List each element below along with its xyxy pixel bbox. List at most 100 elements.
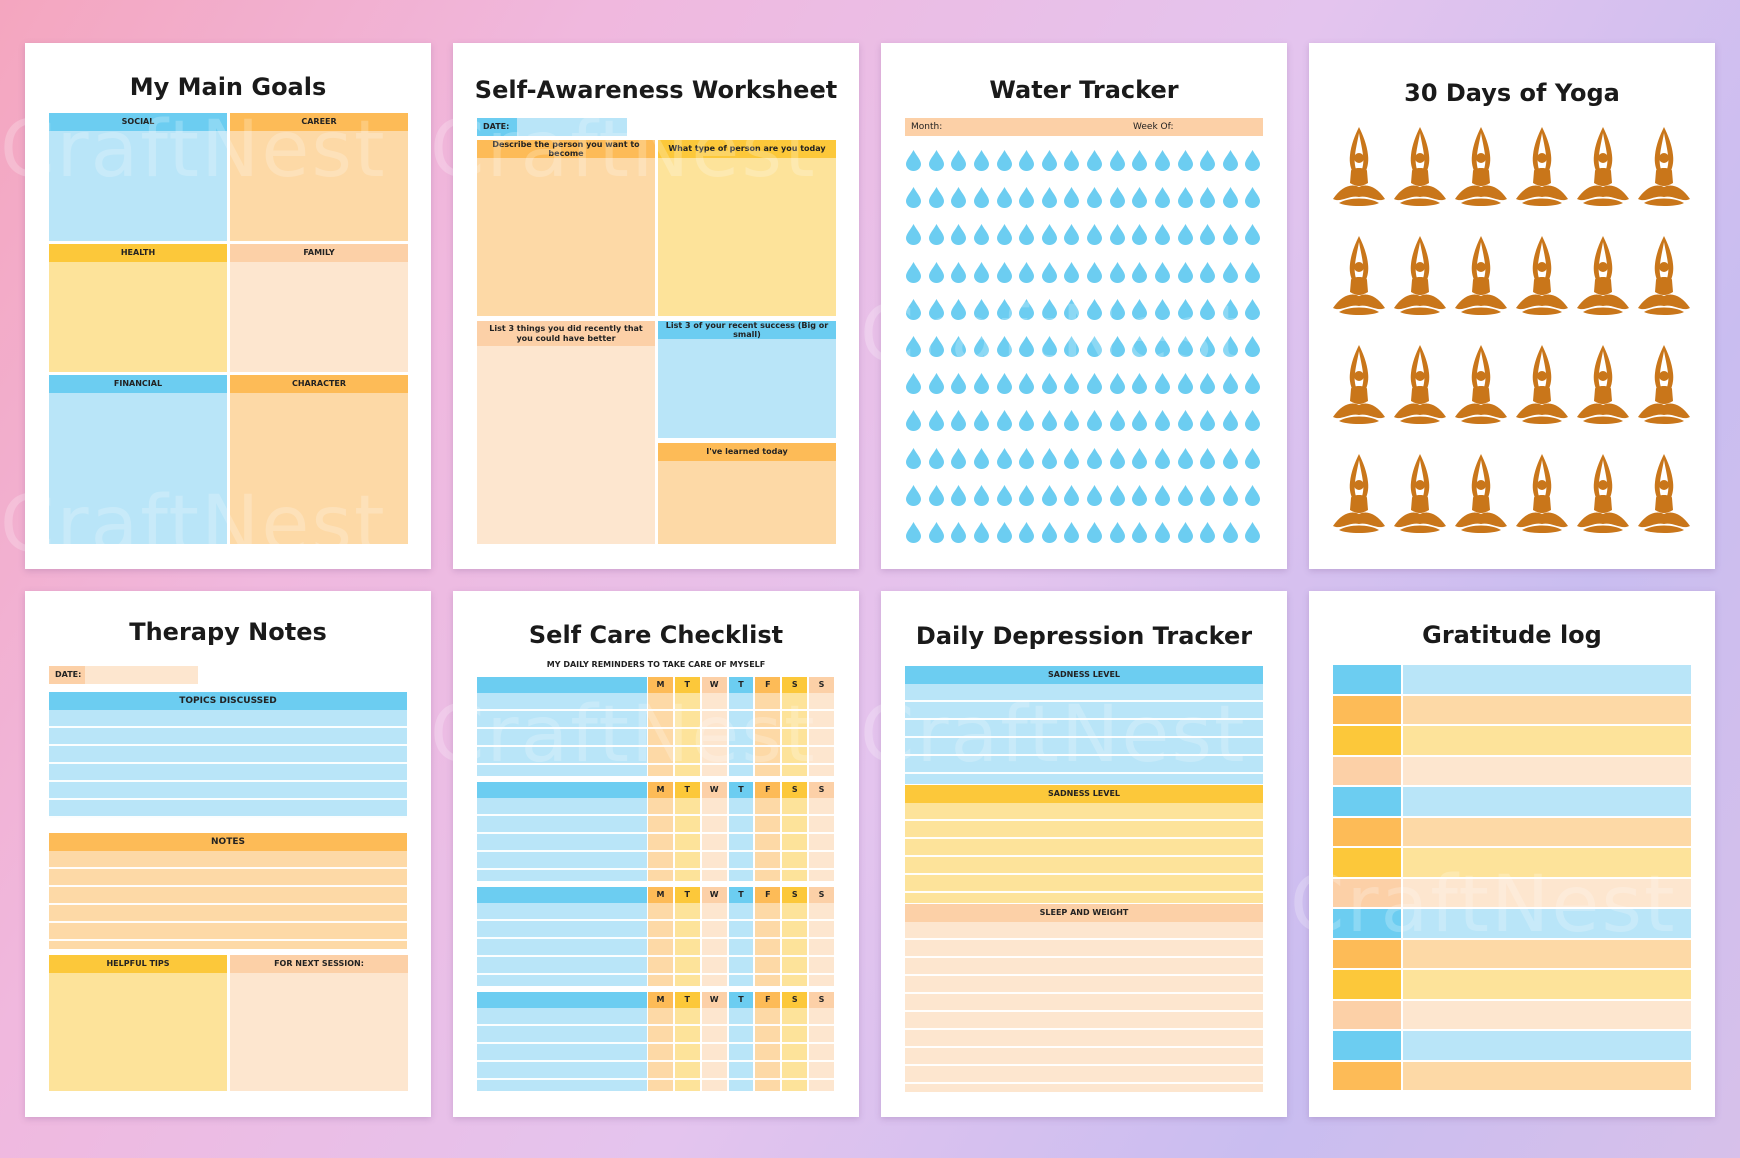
- water-drop-icon[interactable]: [1041, 298, 1058, 320]
- next-session-box[interactable]: [230, 973, 408, 1091]
- water-drop-icon[interactable]: [1109, 149, 1126, 171]
- water-drop-icon[interactable]: [1199, 521, 1216, 543]
- water-drop-icon[interactable]: [950, 335, 967, 357]
- yoga-pose-icon[interactable]: [1453, 343, 1509, 425]
- gratitude-row-field[interactable]: [1403, 665, 1691, 694]
- yoga-pose-icon[interactable]: [1636, 125, 1692, 207]
- gratitude-row-field[interactable]: [1403, 695, 1691, 724]
- checklist-day-column[interactable]: [728, 693, 754, 776]
- water-drop-icon[interactable]: [1177, 298, 1194, 320]
- yoga-pose-icon[interactable]: [1514, 343, 1570, 425]
- water-drop-icon[interactable]: [996, 261, 1013, 283]
- water-drop-icon[interactable]: [928, 186, 945, 209]
- checklist-day-column[interactable]: [728, 903, 754, 986]
- checklist-day-column[interactable]: [755, 798, 781, 881]
- water-drop-icon[interactable]: [996, 409, 1013, 432]
- water-drop-icon[interactable]: [996, 372, 1013, 395]
- gratitude-row-field[interactable]: [1403, 787, 1691, 816]
- water-drop-icon[interactable]: [1131, 149, 1148, 171]
- water-drop-icon[interactable]: [1199, 261, 1216, 283]
- checklist-day-column[interactable]: [782, 693, 808, 776]
- water-drop-icon[interactable]: [1041, 335, 1058, 357]
- water-drop-icon[interactable]: [1041, 409, 1058, 432]
- water-drop-icon[interactable]: [1177, 409, 1194, 432]
- water-drop-icon[interactable]: [1063, 186, 1080, 209]
- page-yoga[interactable]: 30 Days of Yoga: [1309, 43, 1715, 569]
- water-drop-grid[interactable]: [903, 149, 1265, 543]
- water-drop-icon[interactable]: [928, 261, 945, 283]
- water-drop-icon[interactable]: [1244, 186, 1261, 209]
- water-drop-icon[interactable]: [1086, 409, 1103, 432]
- water-drop-icon[interactable]: [1109, 298, 1126, 320]
- water-drop-icon[interactable]: [1109, 409, 1126, 432]
- yoga-pose-icon[interactable]: [1331, 234, 1387, 316]
- water-drop-icon[interactable]: [905, 409, 922, 432]
- water-drop-icon[interactable]: [1041, 223, 1058, 246]
- water-drop-icon[interactable]: [1177, 484, 1194, 506]
- water-drop-icon[interactable]: [1244, 372, 1261, 395]
- water-drop-icon[interactable]: [1063, 261, 1080, 283]
- water-drop-icon[interactable]: [1018, 447, 1035, 469]
- water-drop-icon[interactable]: [905, 298, 922, 320]
- water-drop-icon[interactable]: [996, 521, 1013, 543]
- water-drop-icon[interactable]: [1154, 409, 1171, 432]
- water-drop-icon[interactable]: [1063, 335, 1080, 357]
- water-drop-icon[interactable]: [996, 298, 1013, 320]
- water-drop-icon[interactable]: [996, 447, 1013, 469]
- sadness-level-lines[interactable]: [905, 684, 1263, 784]
- water-drop-icon[interactable]: [1154, 149, 1171, 171]
- water-drop-icon[interactable]: [905, 335, 922, 357]
- water-drop-icon[interactable]: [1199, 484, 1216, 506]
- yoga-pose-icon[interactable]: [1636, 343, 1692, 425]
- water-drop-icon[interactable]: [1063, 521, 1080, 543]
- checklist-day-column[interactable]: [648, 1008, 673, 1091]
- water-drop-icon[interactable]: [1109, 447, 1126, 469]
- water-drop-icon[interactable]: [1177, 447, 1194, 469]
- page-self-awareness[interactable]: Self-Awareness Worksheet DATE: Describe …: [453, 43, 859, 569]
- yoga-pose-icon[interactable]: [1575, 125, 1631, 207]
- water-drop-icon[interactable]: [1063, 409, 1080, 432]
- water-drop-icon[interactable]: [928, 409, 945, 432]
- gratitude-row-field[interactable]: [1403, 817, 1691, 846]
- water-drop-icon[interactable]: [950, 223, 967, 246]
- water-drop-icon[interactable]: [1018, 223, 1035, 246]
- gratitude-row-field[interactable]: [1403, 756, 1691, 785]
- water-drop-icon[interactable]: [1086, 521, 1103, 543]
- water-drop-icon[interactable]: [950, 186, 967, 209]
- water-drop-icon[interactable]: [1154, 484, 1171, 506]
- yoga-pose-icon[interactable]: [1392, 234, 1448, 316]
- gratitude-row-field[interactable]: [1403, 878, 1691, 907]
- water-drop-icon[interactable]: [1041, 149, 1058, 171]
- water-drop-icon[interactable]: [1018, 484, 1035, 506]
- water-drop-icon[interactable]: [1222, 447, 1239, 469]
- page-depression-tracker[interactable]: Daily Depression Tracker SADNESS LEVEL S…: [881, 591, 1287, 1117]
- water-drop-icon[interactable]: [1199, 447, 1216, 469]
- water-drop-icon[interactable]: [1041, 521, 1058, 543]
- water-drop-icon[interactable]: [905, 149, 922, 171]
- water-drop-icon[interactable]: [996, 149, 1013, 171]
- water-drop-icon[interactable]: [1109, 521, 1126, 543]
- water-drop-icon[interactable]: [928, 447, 945, 469]
- water-drop-icon[interactable]: [996, 223, 1013, 246]
- water-drop-icon[interactable]: [1131, 186, 1148, 209]
- water-drop-icon[interactable]: [928, 372, 945, 395]
- water-drop-icon[interactable]: [996, 335, 1013, 357]
- section-box-character[interactable]: [230, 393, 408, 544]
- water-drop-icon[interactable]: [1063, 298, 1080, 320]
- yoga-pose-icon[interactable]: [1331, 343, 1387, 425]
- section-box-health[interactable]: [49, 262, 227, 372]
- checklist-task-lines[interactable]: [477, 903, 647, 986]
- water-drop-icon[interactable]: [1177, 521, 1194, 543]
- water-drop-icon[interactable]: [973, 409, 990, 432]
- water-drop-icon[interactable]: [950, 484, 967, 506]
- water-drop-icon[interactable]: [1109, 335, 1126, 357]
- water-drop-icon[interactable]: [1222, 261, 1239, 283]
- yoga-pose-icon[interactable]: [1636, 234, 1692, 316]
- checklist-day-column[interactable]: [674, 1008, 700, 1091]
- water-drop-icon[interactable]: [950, 261, 967, 283]
- water-drop-icon[interactable]: [1154, 372, 1171, 395]
- water-drop-icon[interactable]: [1109, 261, 1126, 283]
- gratitude-row-field[interactable]: [1403, 939, 1691, 968]
- water-drop-icon[interactable]: [1244, 261, 1261, 283]
- water-drop-icon[interactable]: [1063, 372, 1080, 395]
